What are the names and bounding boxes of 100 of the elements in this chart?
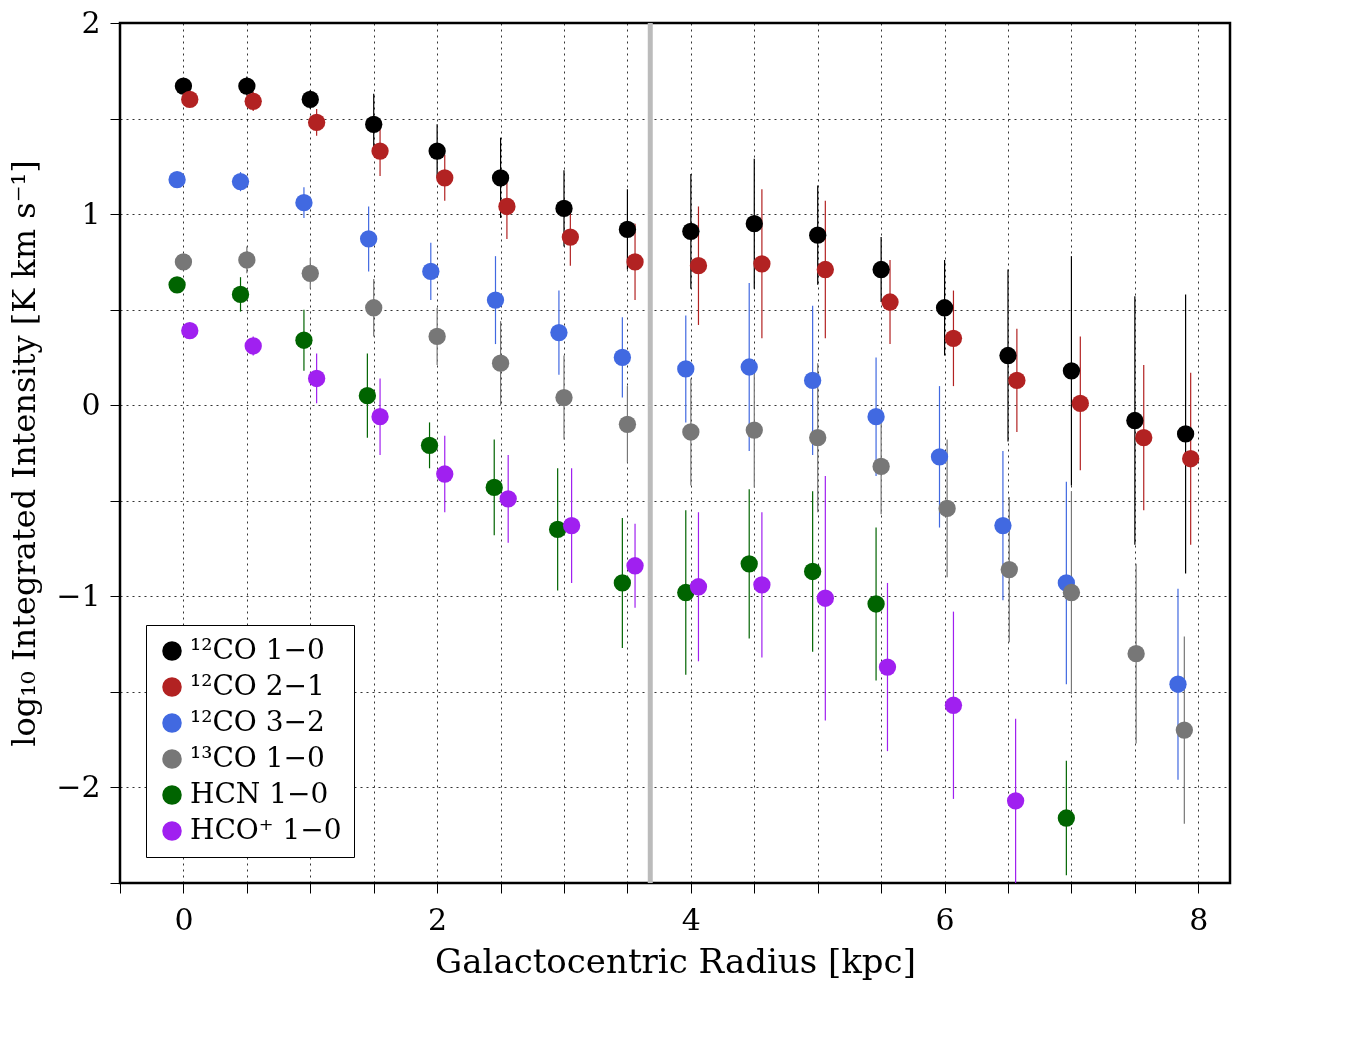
point bbox=[181, 322, 199, 340]
point bbox=[867, 595, 885, 613]
point bbox=[881, 293, 899, 311]
point bbox=[231, 172, 250, 191]
point bbox=[626, 253, 644, 271]
point bbox=[809, 429, 827, 447]
point bbox=[307, 369, 326, 388]
point bbox=[682, 222, 700, 240]
point bbox=[938, 499, 956, 518]
point bbox=[1175, 721, 1193, 739]
point bbox=[872, 457, 890, 476]
point bbox=[301, 264, 319, 282]
point bbox=[682, 423, 700, 441]
point bbox=[238, 77, 256, 95]
point bbox=[1057, 809, 1076, 827]
point bbox=[168, 171, 186, 189]
point bbox=[677, 360, 695, 378]
point bbox=[359, 230, 378, 248]
point bbox=[803, 562, 822, 581]
point bbox=[491, 169, 510, 187]
point bbox=[745, 421, 763, 439]
point bbox=[555, 199, 573, 218]
point bbox=[944, 696, 963, 714]
point bbox=[436, 465, 454, 483]
point bbox=[295, 331, 313, 349]
point bbox=[816, 589, 834, 607]
point bbox=[562, 516, 581, 535]
y-tick-label: 0 bbox=[81, 386, 101, 422]
y-tick-label: −2 bbox=[56, 768, 101, 804]
point bbox=[301, 90, 319, 109]
legend-label: ¹²CO 2−1 bbox=[190, 669, 325, 702]
point bbox=[878, 658, 897, 676]
point bbox=[1169, 675, 1187, 693]
point bbox=[1062, 362, 1081, 380]
point bbox=[436, 169, 454, 187]
y-axis-title: log₁₀ Integrated Intensity [K km s⁻¹] bbox=[5, 160, 44, 747]
y-tick-label: −1 bbox=[56, 577, 101, 613]
point bbox=[428, 327, 446, 346]
point bbox=[561, 228, 579, 246]
x-tick-label: 4 bbox=[681, 901, 701, 937]
point bbox=[872, 260, 890, 279]
point bbox=[999, 346, 1017, 365]
point bbox=[1135, 429, 1153, 447]
point bbox=[1071, 394, 1089, 412]
point bbox=[930, 448, 949, 466]
point bbox=[613, 348, 632, 367]
point bbox=[485, 478, 503, 497]
x-tick-label: 8 bbox=[1189, 901, 1209, 937]
point bbox=[244, 92, 262, 110]
point bbox=[238, 251, 256, 269]
point bbox=[231, 285, 250, 304]
point bbox=[816, 260, 834, 279]
point bbox=[1182, 450, 1200, 468]
point bbox=[1000, 560, 1018, 579]
point bbox=[689, 578, 708, 596]
point bbox=[549, 520, 567, 539]
point bbox=[1127, 645, 1145, 663]
point bbox=[1006, 792, 1025, 810]
point bbox=[358, 387, 377, 405]
point bbox=[174, 253, 193, 271]
point bbox=[550, 323, 568, 342]
point bbox=[365, 115, 383, 133]
point bbox=[498, 197, 516, 216]
point bbox=[740, 555, 758, 573]
point bbox=[935, 299, 954, 317]
point bbox=[1062, 583, 1081, 602]
y-tick-label: 1 bbox=[81, 195, 101, 231]
legend-label: HCO⁺ 1−0 bbox=[190, 813, 342, 846]
point bbox=[613, 574, 632, 592]
point bbox=[618, 220, 637, 239]
point bbox=[422, 262, 440, 281]
point bbox=[626, 557, 644, 575]
x-tick-label: 2 bbox=[428, 901, 448, 937]
point bbox=[244, 337, 262, 355]
point bbox=[181, 90, 199, 109]
point bbox=[307, 113, 326, 132]
point bbox=[491, 354, 510, 372]
point bbox=[745, 215, 763, 233]
point bbox=[174, 77, 193, 95]
point bbox=[809, 226, 827, 244]
point bbox=[1126, 411, 1144, 430]
point bbox=[689, 257, 708, 275]
point bbox=[365, 299, 383, 317]
legend-label: HCN 1−0 bbox=[190, 777, 329, 810]
y-tick-label: 2 bbox=[81, 4, 101, 40]
point bbox=[944, 329, 963, 347]
point bbox=[1008, 371, 1026, 390]
point bbox=[867, 408, 885, 426]
point bbox=[803, 371, 822, 390]
point bbox=[753, 255, 771, 273]
point bbox=[371, 142, 389, 160]
x-tick-label: 6 bbox=[935, 901, 955, 937]
point bbox=[555, 388, 573, 407]
point bbox=[618, 415, 637, 433]
point bbox=[753, 576, 771, 594]
legend-label: ¹²CO 3−2 bbox=[190, 705, 325, 738]
legend-label: ¹³CO 1−0 bbox=[190, 741, 325, 774]
point bbox=[994, 516, 1012, 535]
point bbox=[295, 194, 313, 212]
x-axis-title: Galactocentric Radius [kpc] bbox=[435, 940, 916, 981]
